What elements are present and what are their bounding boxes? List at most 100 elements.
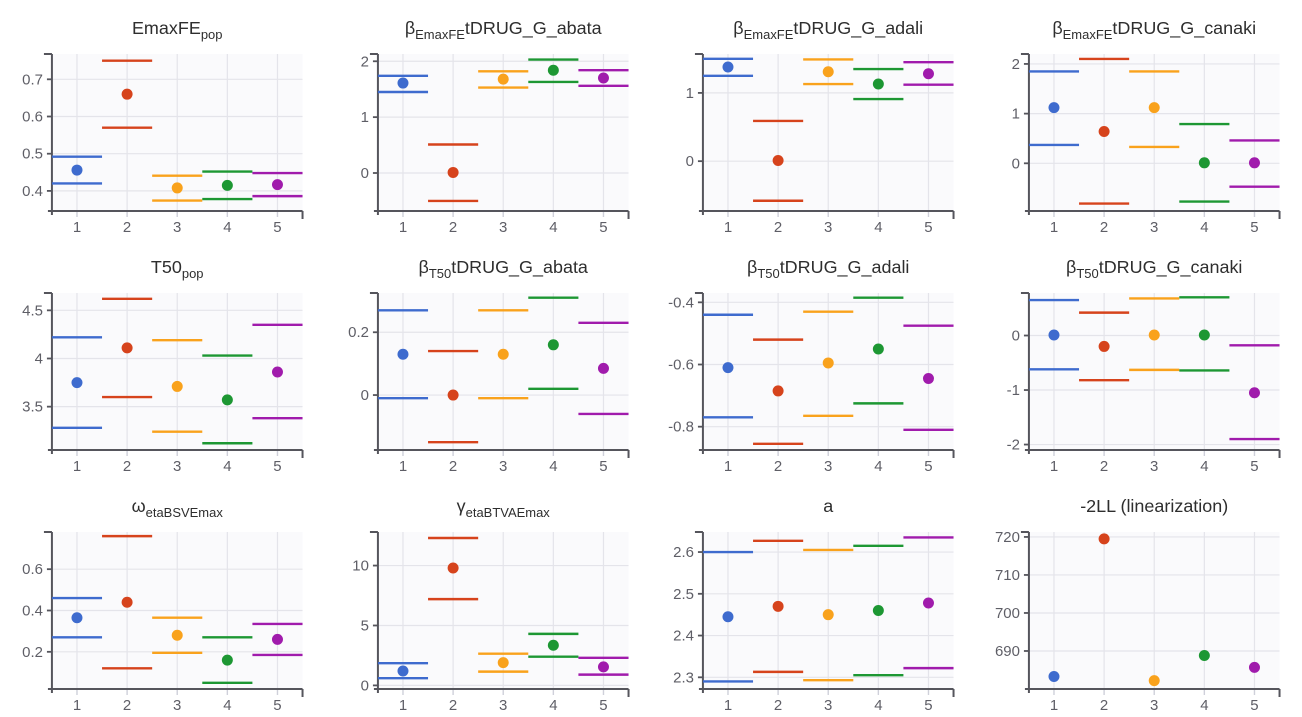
x-tick-label: 4 xyxy=(549,697,557,714)
chart-cell-omega_etaBSVEmax: 0.2 0.4 0.6 1 2 3 4 5 ωetaBSVEmax xyxy=(0,478,326,717)
y-tick-label: 2 xyxy=(360,53,368,70)
estimate-point xyxy=(1248,387,1260,399)
x-tick-label: 4 xyxy=(874,458,882,475)
estimate-point xyxy=(1047,102,1059,114)
chart-canvas: 0 5 10 1 2 3 4 5 γetaBTVAEmax xyxy=(352,496,630,714)
x-tick-label: 2 xyxy=(448,458,456,475)
y-tick-label: 3.5 xyxy=(22,399,43,416)
chart-title: ωetaBSVEmax xyxy=(132,496,224,520)
x-tick-label: 4 xyxy=(549,219,557,236)
x-tick-label: 2 xyxy=(1099,219,1107,236)
y-tick-label: 10 xyxy=(352,558,369,575)
estimate-point xyxy=(872,343,884,355)
x-tick-label: 1 xyxy=(724,219,732,236)
x-tick-label: 3 xyxy=(824,458,832,475)
x-tick-label: 5 xyxy=(1250,458,1258,475)
y-tick-label: 0 xyxy=(360,677,368,694)
y-tick-label: 4 xyxy=(35,350,43,367)
x-tick-label: 1 xyxy=(73,697,81,714)
x-tick-label: 1 xyxy=(398,219,406,236)
estimate-point xyxy=(597,362,609,374)
x-tick-label: 4 xyxy=(223,458,231,475)
estimate-point xyxy=(1047,670,1059,682)
chart-cell-beta_EmaxFE_tDRUG_G_canaki: 0 1 2 1 2 3 4 5 βEmaxFEtDRUG_G_canaki xyxy=(977,0,1302,239)
chart-cell-a: 2.3 2.4 2.5 2.6 1 2 3 4 5 a xyxy=(651,478,977,717)
x-tick-label: 3 xyxy=(173,219,181,236)
chart-canvas: 2.3 2.4 2.5 2.6 1 2 3 4 5 a xyxy=(673,496,955,714)
estimate-point xyxy=(1148,102,1160,114)
x-tick-label: 3 xyxy=(824,219,832,236)
estimate-point xyxy=(121,88,133,100)
estimate-point xyxy=(71,377,83,389)
estimate-point xyxy=(221,654,233,666)
y-tick-label: 690 xyxy=(994,643,1019,660)
chart-canvas: 0.4 0.5 0.6 0.7 1 2 3 4 5 EmaxFEpop xyxy=(22,18,304,236)
chart-canvas: -0.8 -0.6 -0.4 1 2 3 4 5 βT50tDRUG_G_adali xyxy=(668,257,955,475)
estimate-point xyxy=(1248,661,1260,673)
x-tick-label: 2 xyxy=(1099,697,1107,714)
y-tick-label: 0.4 xyxy=(22,602,43,619)
chart-canvas: 0.2 0.4 0.6 1 2 3 4 5 ωetaBSVEmax xyxy=(22,496,304,714)
x-tick-label: 5 xyxy=(599,219,607,236)
x-tick-label: 2 xyxy=(774,219,782,236)
y-tick-label: 0.2 xyxy=(348,324,369,341)
x-tick-label: 3 xyxy=(1150,219,1158,236)
estimate-point xyxy=(171,629,183,641)
x-tick-label: 4 xyxy=(874,697,882,714)
chart-cell-beta_EmaxFE_tDRUG_G_adali: 0 1 1 2 3 4 5 βEmaxFEtDRUG_G_adali xyxy=(651,0,977,239)
chart-canvas: 690 700 710 720 1 2 3 4 5 -2LL (linearization) xyxy=(994,496,1281,714)
estimate-point xyxy=(822,357,834,369)
chart-title: βEmaxFEtDRUG_G_abata xyxy=(404,18,601,42)
y-tick-label: 1 xyxy=(1011,106,1019,123)
y-tick-label: 0.6 xyxy=(22,108,43,125)
y-tick-label: 0 xyxy=(1011,155,1019,172)
y-tick-label: 5 xyxy=(360,617,368,634)
y-tick-label: -0.6 xyxy=(668,356,694,373)
x-tick-label: 5 xyxy=(599,697,607,714)
estimate-point xyxy=(121,596,133,608)
x-tick-label: 3 xyxy=(824,697,832,714)
estimate-point xyxy=(1248,157,1260,169)
estimate-point xyxy=(447,389,459,401)
x-tick-label: 4 xyxy=(223,219,231,236)
x-tick-label: 3 xyxy=(499,458,507,475)
x-tick-label: 5 xyxy=(924,219,932,236)
y-tick-label: 2.4 xyxy=(673,628,694,645)
y-tick-label: 0.5 xyxy=(22,146,43,163)
estimate-point xyxy=(822,66,834,78)
x-tick-label: 1 xyxy=(398,458,406,475)
estimate-point xyxy=(1198,650,1210,662)
x-tick-label: 1 xyxy=(1049,458,1057,475)
x-tick-label: 3 xyxy=(1150,697,1158,714)
x-tick-label: 1 xyxy=(398,697,406,714)
estimate-point xyxy=(547,639,559,651)
estimate-point xyxy=(221,394,233,406)
estimate-point xyxy=(597,72,609,84)
estimate-point xyxy=(447,562,459,574)
estimate-point xyxy=(1198,329,1210,341)
estimate-point xyxy=(1098,533,1110,545)
estimate-point xyxy=(597,661,609,673)
estimate-point xyxy=(547,64,559,76)
estimate-point xyxy=(772,600,784,612)
estimate-point xyxy=(71,164,83,176)
chart-canvas: 3.5 4 4.5 1 2 3 4 5 T50pop xyxy=(22,257,304,475)
estimate-point xyxy=(872,78,884,90)
y-tick-label: 0 xyxy=(360,387,368,404)
chart-canvas: -2 -1 0 1 2 3 4 5 βT50tDRUG_G_canaki xyxy=(1006,257,1281,475)
estimate-point xyxy=(121,342,133,354)
chart-title: βT50tDRUG_G_canaki xyxy=(1066,257,1242,281)
estimate-point xyxy=(722,362,734,374)
chart-title: βEmaxFEtDRUG_G_canaki xyxy=(1052,18,1256,42)
x-tick-label: 5 xyxy=(924,697,932,714)
chart-cell-T50_pop: 3.5 4 4.5 1 2 3 4 5 T50pop xyxy=(0,239,326,478)
x-tick-label: 3 xyxy=(1150,458,1158,475)
y-tick-label: 0.7 xyxy=(22,71,43,88)
estimate-point xyxy=(1098,340,1110,352)
x-tick-label: 3 xyxy=(499,697,507,714)
chart-title: -2LL (linearization) xyxy=(1080,496,1228,516)
x-tick-label: 4 xyxy=(874,219,882,236)
chart-cell-beta_T50_tDRUG_G_canaki: -2 -1 0 1 2 3 4 5 βT50tDRUG_G_canaki xyxy=(977,239,1302,478)
x-tick-label: 2 xyxy=(123,697,131,714)
